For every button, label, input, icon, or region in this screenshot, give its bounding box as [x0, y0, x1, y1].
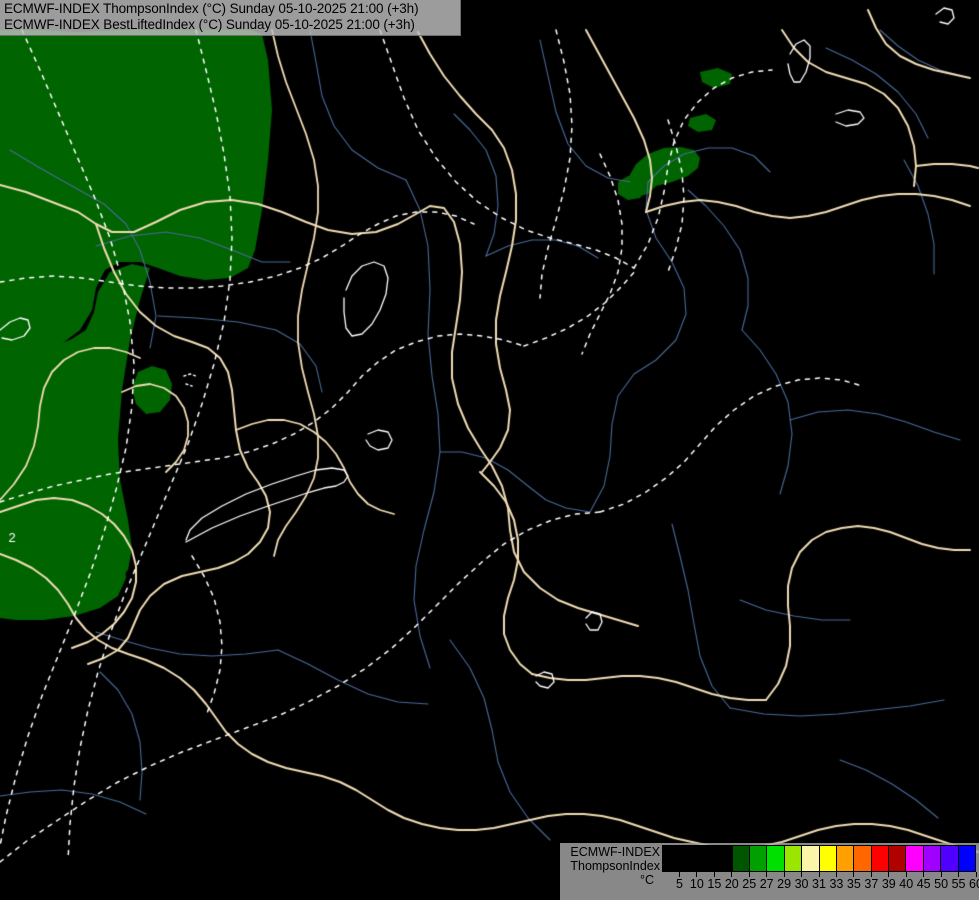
legend-color-scale [662, 845, 976, 872]
legend-tick-label: 10 [689, 877, 704, 891]
legend-caption: ECMWF-INDEX ThompsonIndex °C [560, 845, 660, 887]
legend-tick: 37 [858, 872, 884, 891]
legend-tick: 60 [963, 872, 979, 891]
legend-parameter-name: ThompsonIndex [570, 859, 660, 873]
legend-swatch [854, 846, 872, 871]
legend-tick-mark [888, 872, 890, 877]
legend-swatch [923, 846, 942, 871]
legend-tick-mark [870, 872, 872, 877]
map-title-line-secondary: ECMWF-INDEX BestLiftedIndex (°C) Sunday … [4, 17, 415, 32]
legend-tick-label: 20 [724, 877, 739, 891]
legend-tick-mark [696, 872, 698, 877]
legend-swatch [715, 846, 733, 871]
legend-swatch [871, 846, 890, 871]
legend-tick: 27 [754, 872, 780, 891]
legend-tick-label: 50 [934, 877, 949, 891]
legend-swatch [819, 846, 837, 871]
legend-tick: 10 [684, 872, 710, 891]
legend-tick-label: 5 [675, 877, 683, 891]
legend-tick-label: 27 [759, 877, 774, 891]
legend-tick-mark [748, 872, 750, 877]
legend-tick-label: 31 [812, 877, 826, 891]
legend-swatch [767, 846, 785, 871]
legend-tick-label: 60 [969, 877, 979, 891]
legend-tick: 40 [893, 872, 919, 891]
legend-swatch [802, 846, 820, 871]
legend-tick-label: 30 [794, 877, 809, 891]
legend-tick-labels: 5 1015202527293031333537394045505560 [662, 872, 979, 896]
legend-tick-mark [678, 872, 680, 877]
legend-tick: 33 [823, 872, 849, 891]
legend-swatch [958, 846, 976, 871]
legend-swatch [749, 846, 768, 871]
map-title-line-primary: ECMWF-INDEX ThompsonIndex (°C) Sunday 05… [4, 1, 419, 16]
legend-tick-mark [713, 872, 715, 877]
legend-tick-mark [731, 872, 733, 877]
legend-tick: 35 [841, 872, 867, 891]
legend-unit: °C [639, 873, 654, 887]
legend-tick-mark [975, 872, 977, 877]
legend-tick-label: 40 [899, 877, 914, 891]
legend-swatch [906, 846, 924, 871]
legend-tick: 25 [736, 872, 762, 891]
legend-tick-label: 45 [916, 877, 931, 891]
legend-tick-mark [923, 872, 925, 877]
legend-tick-label: 25 [742, 877, 757, 891]
legend-tick: 29 [771, 872, 797, 891]
legend-tick-mark [905, 872, 907, 877]
legend-tick-mark [940, 872, 942, 877]
map-title-panel: ECMWF-INDEX ThompsonIndex (°C) Sunday 05… [0, 0, 461, 36]
legend-tick-label: 55 [951, 877, 966, 891]
legend-tick: 20 [719, 872, 745, 891]
legend-model-name: ECMWF-INDEX [570, 845, 660, 859]
legend-tick: 39 [876, 872, 902, 891]
legend-tick-mark [958, 872, 960, 877]
legend-tick-label: 33 [829, 877, 844, 891]
legend-tick-label: 35 [846, 877, 861, 891]
legend-swatch [697, 846, 716, 871]
legend-tick-mark [801, 872, 803, 877]
legend-swatch [732, 846, 750, 871]
legend-swatch [836, 846, 855, 871]
legend-tick-mark [766, 872, 768, 877]
legend-tick-mark [853, 872, 855, 877]
legend-swatch [784, 846, 803, 871]
legend-tick: 55 [946, 872, 972, 891]
colorbar-legend: ECMWF-INDEX ThompsonIndex °C 5 10 15 20 25 27… [560, 843, 979, 900]
legend-tick-label: 37 [864, 877, 879, 891]
legend-tick: 45 [911, 872, 937, 891]
legend-tick-label: 29 [777, 877, 792, 891]
legend-swatch [941, 846, 959, 871]
legend-tick-mark [835, 872, 837, 877]
legend-swatch [889, 846, 907, 871]
legend-tick-label: 39 [881, 877, 896, 891]
legend-tick: 30 [789, 872, 815, 891]
legend-tick-label: 15 [707, 877, 722, 891]
legend-tick: 5 [666, 872, 692, 891]
legend-tick-mark [783, 872, 785, 877]
legend-swatch [680, 846, 698, 871]
legend-tick: 50 [928, 872, 954, 891]
legend-swatch [663, 846, 681, 871]
legend-tick: 31 [806, 872, 832, 891]
legend-tick-mark [818, 872, 820, 877]
legend-tick: 15 [701, 872, 727, 891]
